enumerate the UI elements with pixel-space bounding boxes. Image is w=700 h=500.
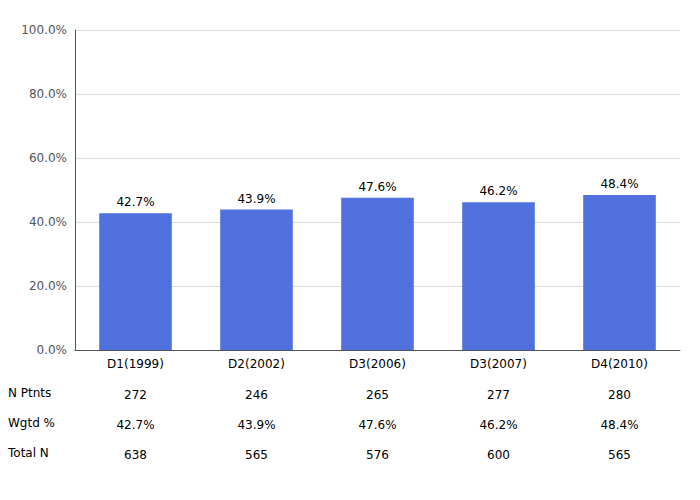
- svg-text:272: 272: [124, 388, 147, 402]
- svg-text:42.7%: 42.7%: [116, 195, 154, 209]
- svg-text:277: 277: [487, 388, 510, 402]
- svg-text:48.4%: 48.4%: [600, 177, 638, 191]
- svg-text:638: 638: [124, 448, 147, 462]
- svg-text:46.2%: 46.2%: [479, 184, 517, 198]
- svg-text:D2(2002): D2(2002): [228, 357, 285, 371]
- svg-text:265: 265: [366, 388, 389, 402]
- svg-text:48.4%: 48.4%: [600, 418, 638, 432]
- svg-text:80.0%: 80.0%: [29, 87, 67, 101]
- svg-text:D4(2010): D4(2010): [591, 357, 648, 371]
- svg-text:D1(1999): D1(1999): [107, 357, 164, 371]
- svg-text:40.0%: 40.0%: [29, 215, 67, 229]
- svg-text:43.9%: 43.9%: [237, 192, 275, 206]
- svg-text:100.0%: 100.0%: [21, 23, 67, 37]
- svg-text:20.0%: 20.0%: [29, 279, 67, 293]
- svg-text:D3(2007): D3(2007): [470, 357, 527, 371]
- svg-text:47.6%: 47.6%: [358, 180, 396, 194]
- svg-text:43.9%: 43.9%: [237, 418, 275, 432]
- svg-text:565: 565: [608, 448, 631, 462]
- svg-text:565: 565: [245, 448, 268, 462]
- svg-text:N Ptnts: N Ptnts: [8, 386, 51, 400]
- svg-text:60.0%: 60.0%: [29, 151, 67, 165]
- svg-text:46.2%: 46.2%: [479, 418, 517, 432]
- svg-text:600: 600: [487, 448, 510, 462]
- svg-text:280: 280: [608, 388, 631, 402]
- svg-text:47.6%: 47.6%: [358, 418, 396, 432]
- svg-text:0.0%: 0.0%: [37, 343, 68, 357]
- svg-text:576: 576: [366, 448, 389, 462]
- svg-text:246: 246: [245, 388, 268, 402]
- svg-text:Total N: Total N: [7, 446, 49, 460]
- svg-text:D3(2006): D3(2006): [349, 357, 406, 371]
- svg-text:42.7%: 42.7%: [116, 418, 154, 432]
- svg-text:Wgtd %: Wgtd %: [8, 416, 55, 430]
